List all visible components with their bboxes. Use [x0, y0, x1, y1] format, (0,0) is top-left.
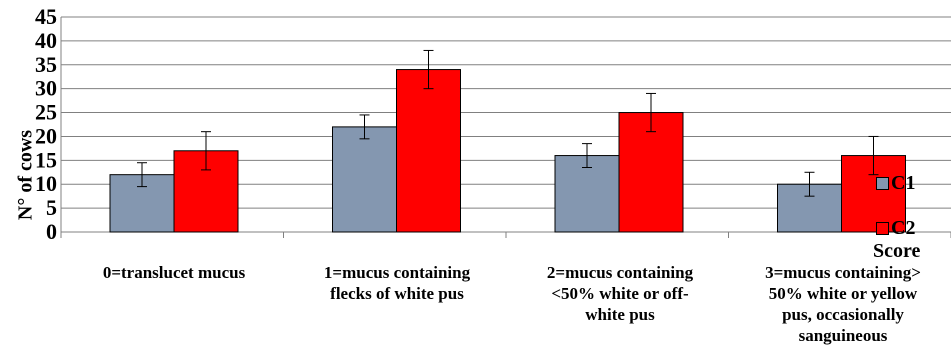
- x-tick-label-line: sanguineous: [798, 326, 888, 345]
- x-tick-label: 1=mucus containing flecks of white pus: [291, 262, 503, 304]
- x-axis-label: Score: [873, 240, 921, 262]
- x-tick-label-line: 0=translucet mucus: [102, 263, 246, 282]
- y-tick-label: 10: [35, 171, 57, 196]
- x-tick-label-line: 3=mucus containing>: [765, 263, 921, 282]
- x-tick-label-line: 50% white or yellow: [768, 284, 918, 303]
- y-tick-label: 20: [35, 123, 57, 148]
- x-tick-label-line: 2=mucus containing: [546, 263, 694, 282]
- y-tick-label: 5: [46, 195, 57, 220]
- y-tick-label: 45: [35, 4, 57, 29]
- x-tick-label-line: <50% white or off-: [551, 284, 689, 303]
- x-tick-label: 3=mucus containing> 50% white or yellow pu…: [737, 262, 949, 346]
- y-tick-label: 25: [35, 100, 57, 125]
- y-tick-label: 35: [35, 52, 57, 77]
- x-tick-label-line: white pus: [585, 305, 655, 324]
- bar-c1: [554, 155, 620, 233]
- legend-swatch: [876, 222, 889, 235]
- legend-label: C2: [891, 217, 916, 239]
- x-tick-label-line: 1=mucus containing: [323, 263, 471, 282]
- y-tick-label: 15: [35, 147, 57, 172]
- legend-label: C1: [891, 172, 916, 194]
- y-tick-label: 0: [46, 219, 57, 244]
- bar-c1: [332, 126, 397, 233]
- legend-swatch: [876, 177, 889, 190]
- x-tick-label: 0=translucet mucus: [68, 262, 280, 283]
- legend-item-c1: C1: [876, 172, 915, 195]
- x-tick-label: 2=mucus containing <50% white or off-whit…: [514, 262, 726, 325]
- y-axis-label: N° of cows: [14, 129, 37, 221]
- bar-c2: [396, 69, 461, 233]
- y-tick-label: 40: [35, 28, 57, 53]
- y-tick-label: 30: [35, 76, 57, 101]
- x-tick-label-line: flecks of white pus: [330, 284, 464, 303]
- legend-item-c2: C2: [876, 217, 915, 240]
- x-tick-label-line: pus, occasionally: [782, 305, 904, 324]
